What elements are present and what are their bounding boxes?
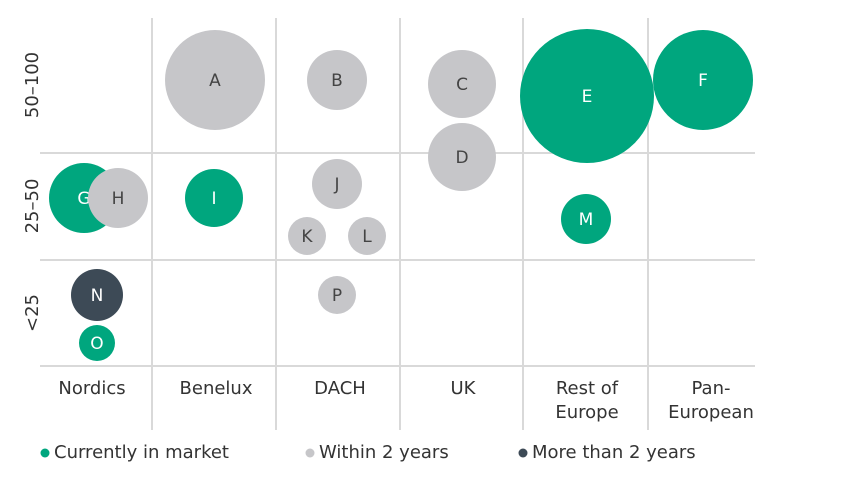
bubble-label: H — [112, 189, 125, 209]
bubble-label: P — [332, 286, 342, 306]
bubble-label: D — [455, 148, 468, 168]
bubble-label: M — [579, 210, 594, 230]
bubble-label: F — [698, 71, 708, 91]
legend-label: Currently in market — [54, 442, 229, 463]
bubble — [88, 168, 148, 228]
x-tick-label: Pan-European — [668, 378, 754, 423]
bubble — [185, 169, 243, 227]
x-tick-label: UK — [450, 378, 476, 399]
x-tick-label: Benelux — [179, 378, 253, 399]
bubble-label: J — [333, 175, 339, 195]
bubble — [653, 30, 753, 130]
bubble — [318, 276, 356, 314]
bubble-label: B — [331, 71, 343, 91]
y-tick-label: 25–50 — [22, 179, 43, 234]
bubble — [288, 217, 326, 255]
bubble-label: N — [91, 286, 104, 306]
legend-label: More than 2 years — [532, 442, 696, 463]
x-tick-label: Nordics — [58, 378, 126, 399]
legend-marker — [40, 448, 50, 458]
bubble — [307, 50, 367, 110]
bubble — [79, 325, 115, 361]
bubble — [165, 30, 265, 130]
bubble-label: A — [209, 71, 221, 91]
y-tick-label: <25 — [22, 294, 43, 332]
bubble-label: C — [456, 75, 468, 95]
bubble — [428, 123, 496, 191]
x-tick-label: Rest of Europe — [555, 378, 619, 423]
bubble — [561, 194, 611, 244]
legend-marker — [305, 448, 315, 458]
bubble — [428, 50, 496, 118]
bubble — [520, 29, 654, 163]
bubble-label: I — [211, 189, 216, 209]
bubble-label: L — [362, 227, 372, 247]
bubble-label: G — [77, 189, 90, 209]
bubble — [312, 159, 362, 209]
bubble-label: O — [90, 334, 103, 354]
bubble — [348, 217, 386, 255]
bubble-label: E — [582, 87, 593, 107]
bubble-label: K — [301, 227, 313, 247]
y-tick-label: 50–100 — [22, 52, 43, 118]
x-tick-label: DACH — [314, 378, 366, 399]
legend-label: Within 2 years — [319, 442, 449, 463]
bubble — [71, 269, 123, 321]
legend-marker — [518, 448, 528, 458]
